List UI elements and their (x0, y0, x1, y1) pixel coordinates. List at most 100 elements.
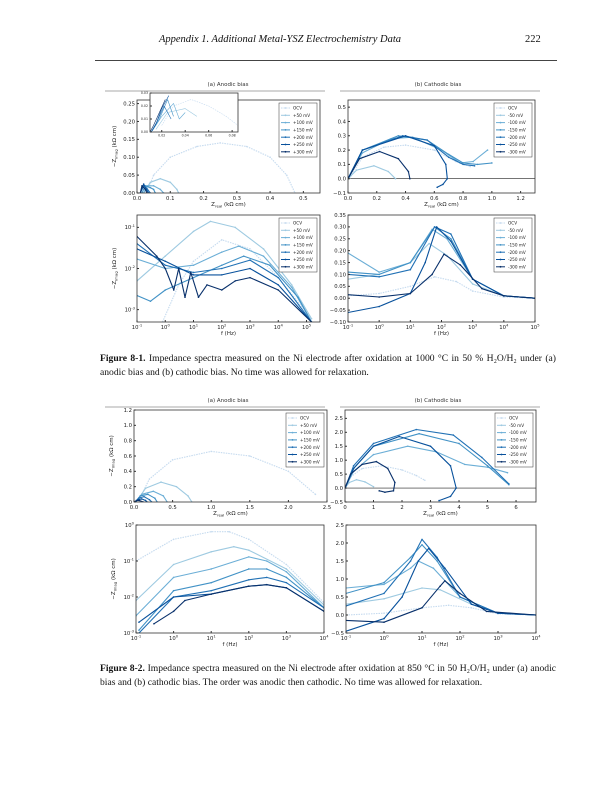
y-tick-label: 0.2 (338, 148, 346, 154)
data-point (290, 284, 293, 286)
series-3 (137, 255, 313, 322)
x-tick-label: 0.5 (168, 505, 176, 511)
y-axis-label: −Zimag (kΩ cm) (111, 558, 118, 600)
data-point (153, 623, 155, 625)
legend-label: +50 mV (293, 113, 310, 118)
data-point (361, 467, 363, 470)
data-point (470, 607, 473, 609)
data-point (435, 226, 438, 228)
data-point (364, 481, 366, 483)
x-tick-label: 0.02 (158, 134, 165, 138)
data-point (409, 567, 412, 569)
legend-marker (291, 453, 294, 456)
y-tick-label: 2.0 (335, 430, 344, 436)
data-point (392, 490, 395, 492)
figure-8-2-caption: Figure 8-2. Impedance spectra measured o… (100, 662, 556, 689)
data-point (428, 242, 430, 245)
data-point (262, 248, 265, 250)
x-tick-label: 102 (437, 324, 446, 331)
data-point (285, 581, 288, 584)
data-point (141, 185, 143, 187)
data-point (159, 188, 162, 191)
data-point (427, 547, 430, 550)
y-tick-label: −0.5 (330, 500, 343, 506)
data-point (401, 596, 403, 598)
legend-marker (500, 439, 503, 441)
data-point (297, 296, 299, 299)
legend-label: +300 mV (300, 459, 320, 464)
legend-label: +150 mV (293, 128, 313, 133)
data-point (355, 169, 358, 171)
y-tick-label: 1.0 (335, 458, 344, 464)
x-tick-label: 1.2 (516, 196, 524, 202)
data-point (433, 226, 436, 228)
legend-label: +100 mV (293, 120, 313, 125)
x-tick-label: 102 (455, 635, 464, 642)
x-tick-label: 0.0 (130, 505, 139, 511)
data-point (401, 469, 403, 471)
data-point (140, 493, 143, 496)
data-point (310, 317, 313, 320)
data-point (431, 273, 433, 276)
data-point (358, 157, 361, 160)
data-point (285, 587, 288, 589)
y-tick-label: 1.0 (336, 577, 345, 583)
data-point (409, 560, 412, 562)
data-point (462, 163, 464, 166)
chart-fig2b-nyquist: 0 1 2 3 4 5 6 −0.5 0.0 0.5 1.0 1.5 2.0 2.5 Zreal (kΩ c… (330, 409, 537, 518)
data-point (444, 567, 446, 569)
data-point (387, 170, 390, 173)
data-point (473, 165, 476, 167)
legend-marker (284, 143, 287, 146)
y-tick-label: 0.25 (123, 101, 135, 107)
data-point (149, 186, 152, 189)
series-line (152, 103, 186, 131)
chart-fig1b-bode: 10-1 100 101 102 103 104 105 −0.10 −0.05 0.00 0.05… (330, 213, 540, 337)
data-point (152, 174, 155, 176)
y-axis-label: −Zimag (kΩ cm) (112, 126, 119, 168)
data-point (159, 177, 162, 180)
data-point (155, 255, 158, 257)
data-point (210, 568, 212, 570)
data-point (432, 567, 435, 569)
data-point (248, 579, 250, 581)
data-point (470, 603, 473, 605)
legend-marker (499, 136, 502, 139)
legend-marker (500, 453, 503, 456)
y-tick-label: 10-3 (125, 306, 136, 313)
legend-label: +150 mV (300, 438, 320, 443)
x-axis-label: f (Hz) (221, 331, 236, 337)
legend-marker (284, 229, 287, 232)
data-point (219, 142, 221, 144)
y-tick-label: 0.05 (334, 284, 346, 290)
data-point (172, 538, 175, 541)
y-tick-label: 0.05 (123, 173, 135, 179)
legend-marker (284, 251, 287, 254)
series-line (348, 135, 448, 188)
y-tick-label: 0.30 (334, 225, 346, 231)
page-number: 222 (525, 34, 541, 45)
y-tick-label: 2.5 (335, 416, 343, 422)
legend-marker (500, 446, 503, 449)
legend-marker (499, 222, 502, 224)
legend-label: +300 mV (293, 264, 313, 269)
data-point (210, 581, 212, 584)
data-point (384, 491, 386, 494)
data-point (164, 255, 167, 257)
data-point (459, 592, 461, 595)
x-tick-label: 0.8 (459, 196, 468, 202)
data-point (424, 261, 427, 264)
data-point (197, 296, 200, 299)
x-tick-label: 0.4 (266, 196, 275, 202)
x-tick-label: 104 (531, 635, 541, 642)
data-point (404, 134, 407, 137)
data-point (138, 629, 140, 631)
series-line (150, 95, 170, 132)
data-point (438, 499, 440, 502)
x-tick-label: 10-1 (132, 324, 142, 331)
y-tick-label: 0.0 (336, 613, 345, 619)
legend-label: -300 mV (508, 149, 526, 154)
data-point (455, 487, 457, 489)
legend-marker (284, 150, 287, 153)
